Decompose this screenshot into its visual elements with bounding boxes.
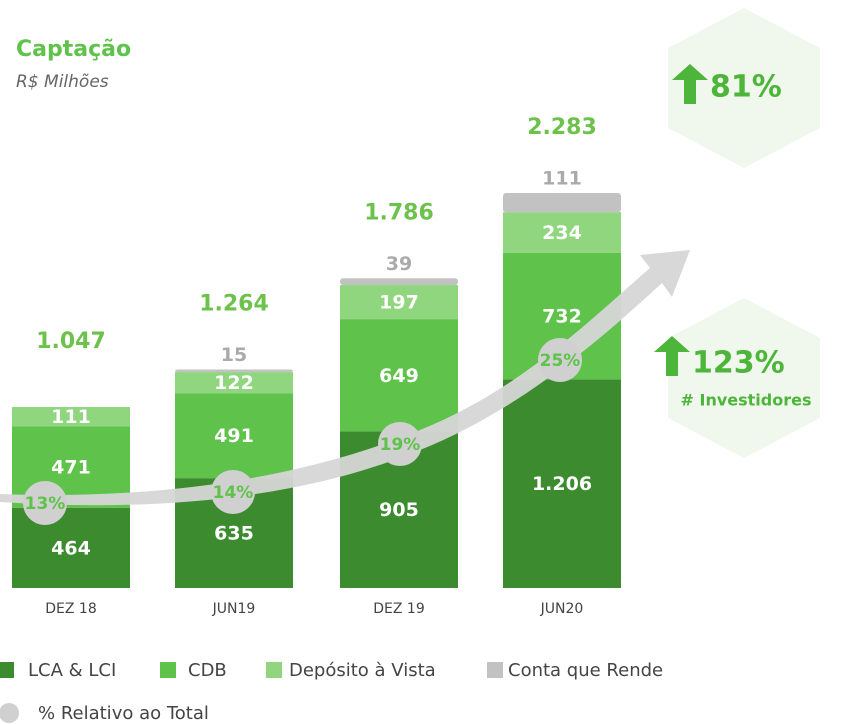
total-label: 2.283 — [527, 115, 597, 140]
legend-label: Depósito à Vista — [289, 660, 436, 681]
bar-segment — [175, 393, 293, 479]
bar-segment — [12, 507, 130, 588]
share-label: 13% — [25, 494, 66, 514]
data-label: 111 — [51, 406, 91, 428]
total-label: 1.264 — [199, 291, 269, 316]
data-label: 464 — [51, 537, 91, 559]
bar-segment — [503, 212, 621, 253]
chart-subtitle: R$ Milhões — [16, 72, 109, 92]
data-label: 1.206 — [532, 473, 592, 495]
x-tick-label: DEZ 19 — [373, 601, 424, 617]
x-tick-label: JUN19 — [212, 601, 256, 617]
total-label: 1.047 — [36, 329, 106, 354]
up-arrow-icon — [672, 64, 708, 104]
legend-swatch — [0, 662, 14, 678]
data-label: 234 — [542, 222, 582, 244]
bar-segment — [175, 369, 293, 373]
badge-hexagon — [668, 8, 820, 168]
data-label: 649 — [379, 365, 419, 387]
x-tick-label: JUN20 — [540, 601, 584, 617]
bar-segment — [503, 379, 621, 588]
share-circle — [538, 338, 582, 382]
data-label: 635 — [214, 523, 254, 545]
legend-label: % Relativo ao Total — [38, 703, 209, 724]
bar-segment — [340, 319, 458, 432]
legend-label: LCA & LCI — [28, 660, 116, 681]
bar-segment — [340, 285, 458, 320]
badge-value: 123% — [692, 346, 785, 381]
data-label: 15 — [221, 344, 247, 366]
share-label: 14% — [213, 483, 254, 503]
legend-label: CDB — [188, 660, 227, 681]
data-label: 732 — [542, 306, 582, 328]
badge-caption: # Investidores — [681, 391, 812, 410]
data-label: 491 — [214, 425, 254, 447]
badge-hexagon — [668, 298, 820, 458]
share-circle — [23, 481, 67, 525]
badge-value: 81% — [710, 70, 782, 105]
bar-segment — [503, 193, 621, 213]
legend-swatch — [487, 662, 503, 678]
data-label: 905 — [379, 499, 419, 521]
legend-swatch — [266, 662, 282, 678]
legend-label: Conta que Rende — [508, 660, 663, 681]
data-label: 111 — [542, 168, 582, 190]
bar-segment — [175, 372, 293, 394]
chart-title: Captação — [16, 37, 131, 62]
total-label: 1.786 — [364, 200, 434, 225]
data-label: 122 — [214, 372, 254, 394]
up-arrow-icon — [654, 336, 690, 376]
share-label: 25% — [540, 351, 581, 371]
share-circle — [211, 470, 255, 514]
share-circle — [378, 422, 422, 466]
legend-swatch — [160, 662, 176, 678]
bar-segment — [340, 278, 458, 286]
bar-segment — [12, 407, 130, 427]
data-label: 39 — [386, 253, 412, 275]
legend-swatch — [0, 703, 19, 723]
data-label: 197 — [379, 292, 419, 314]
x-tick-label: DEZ 18 — [45, 601, 96, 617]
data-label: 471 — [51, 456, 91, 478]
share-label: 19% — [380, 435, 421, 455]
